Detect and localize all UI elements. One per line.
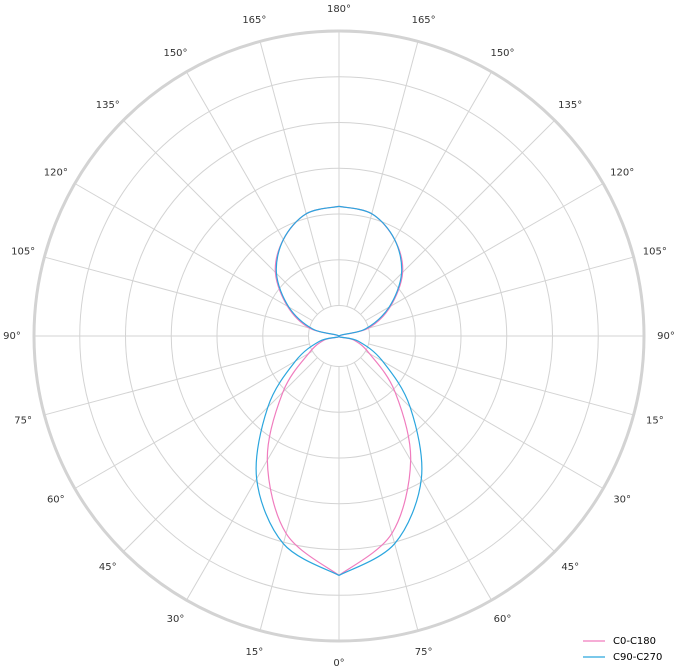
angle-label: 75° (415, 647, 433, 658)
angle-label: 165° (242, 15, 266, 26)
legend-label: C90-C270 (613, 652, 662, 663)
angle-label: 15° (245, 647, 263, 658)
grid-ring (125, 122, 553, 550)
intensity-curve (338, 205, 423, 576)
intensity-curve (255, 205, 340, 576)
angle-label: 75° (14, 416, 32, 427)
angle-label: 105° (11, 246, 35, 257)
angle-label: 150° (163, 48, 187, 59)
angle-label: 90° (657, 331, 675, 342)
angle-label: 60° (47, 495, 65, 506)
angle-label: 135° (558, 100, 582, 111)
grid-ring (308, 305, 370, 367)
angle-label: 165° (412, 15, 436, 26)
angle-label: 0° (333, 658, 344, 669)
angle-label: 45° (99, 562, 117, 573)
angle-label: 150° (490, 48, 514, 59)
angle-label: 30° (167, 614, 185, 625)
legend-label: C0-C180 (613, 636, 656, 647)
angle-label: 105° (643, 246, 667, 257)
angle-label: 30° (613, 495, 631, 506)
grid-ring (262, 259, 416, 413)
outer-ring (32, 29, 646, 643)
intensity-curve (266, 205, 340, 576)
angle-label: 135° (96, 100, 120, 111)
angle-label: 90° (3, 331, 21, 342)
grid-ring (170, 167, 508, 505)
angle-label: 45° (561, 562, 579, 573)
angle-label: 120° (610, 168, 634, 179)
angle-label: 180° (327, 4, 351, 15)
angle-label: 60° (494, 614, 512, 625)
intensity-curve (338, 205, 412, 576)
angle-label: 15° (646, 416, 664, 427)
angle-label: 120° (44, 168, 68, 179)
grid-ring (216, 213, 462, 459)
grid-ring (79, 76, 599, 596)
